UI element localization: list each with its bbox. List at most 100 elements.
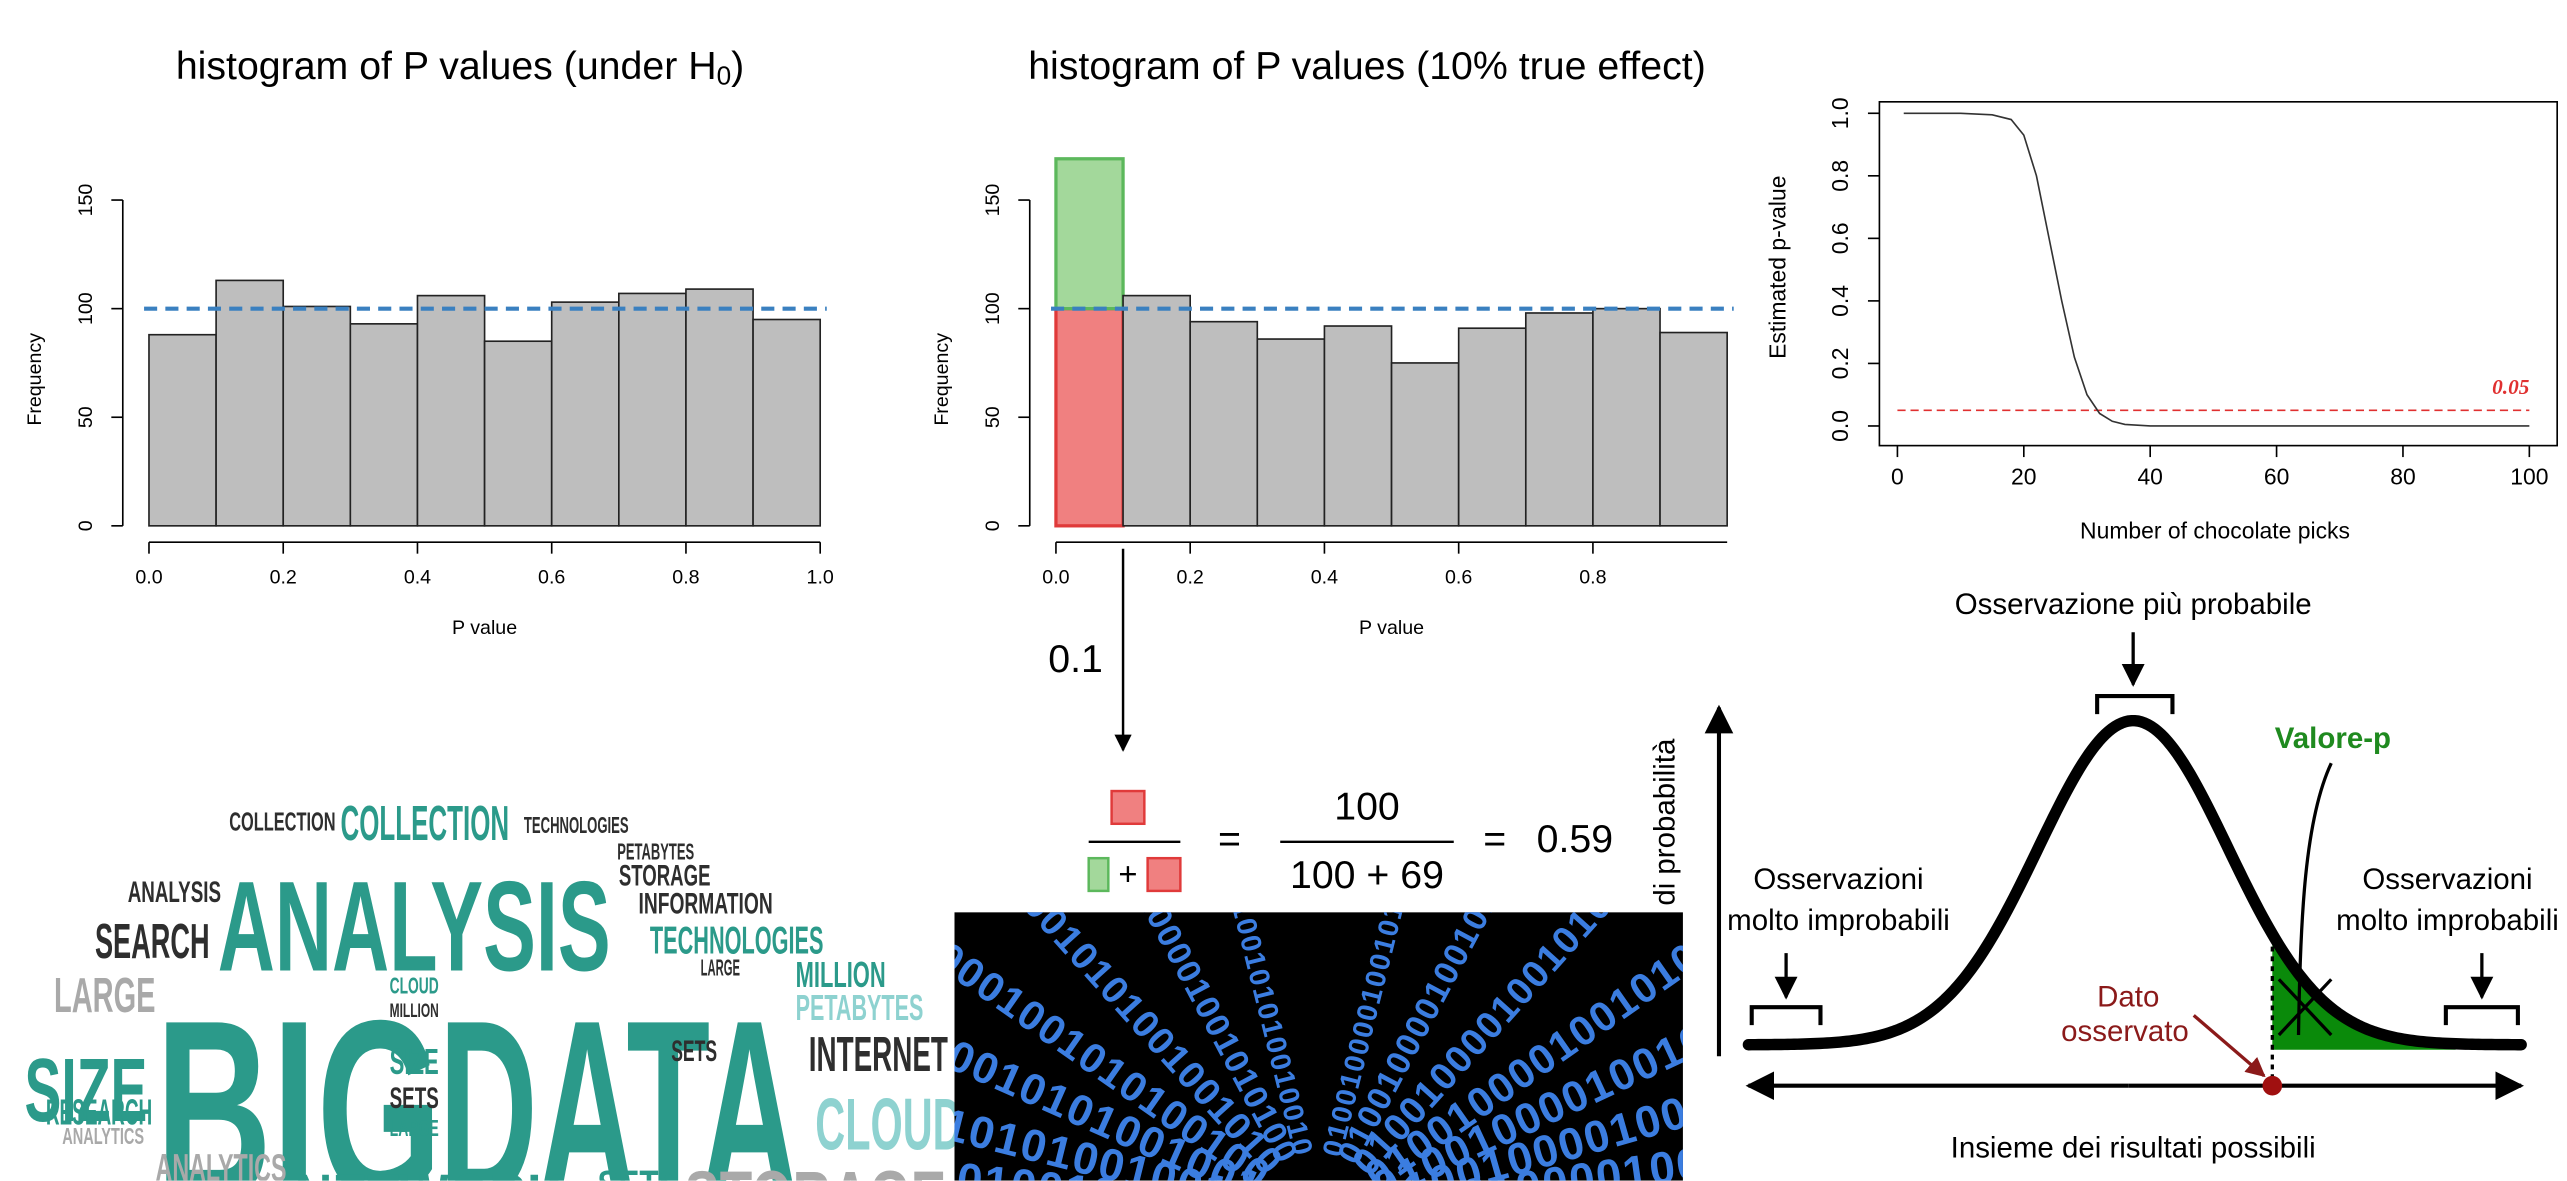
p-value-label: Valore-p	[2275, 722, 2391, 755]
denominator: 100 + 69	[1290, 853, 1444, 897]
y-tick-label: 50	[982, 406, 1004, 428]
bar	[1122, 294, 1192, 527]
y-tick-label: 1.0	[1827, 97, 1853, 129]
x-tick-label: 0.2	[1177, 566, 1204, 588]
reference-label: 0.05	[2492, 375, 2530, 399]
x-tick-label: 100	[2510, 463, 2548, 489]
left-label: Osservazioni	[1753, 863, 1923, 896]
word: CLOUD	[390, 973, 439, 999]
x-tick-label: 0.2	[270, 566, 297, 588]
word: SETS	[598, 1163, 680, 1181]
bar	[618, 292, 687, 527]
observed-label: osservato	[2061, 1015, 2189, 1048]
y-tick-label: 100	[75, 292, 97, 325]
word: PETABYTES	[617, 838, 694, 864]
y-tick-label: 0	[75, 520, 97, 531]
bar	[685, 288, 754, 527]
y-tick-label: 50	[75, 406, 97, 428]
word: MILLION	[796, 954, 886, 995]
y-tick-label: 0.2	[1827, 348, 1853, 380]
x-tick-label: 20	[2011, 463, 2036, 489]
y-tick-label: 0.8	[1827, 160, 1853, 192]
title-subscript: 0	[717, 60, 732, 90]
bar	[1189, 320, 1259, 527]
bar	[1592, 307, 1661, 527]
arrow	[2277, 978, 2333, 1037]
top-label: Osservazione più probabile	[1955, 588, 2312, 621]
word-cloud: BIGDATAANALYSISCOLLECTIONCOLLECTIONSEARC…	[25, 797, 955, 1181]
y-tick-label: 150	[982, 184, 1004, 217]
word: TECHNOLOGIES	[524, 812, 629, 838]
bar	[416, 294, 486, 527]
bar	[483, 340, 553, 527]
y-tick-label: 0.4	[1827, 285, 1853, 317]
bar	[1256, 338, 1326, 527]
observed-point	[2262, 1075, 2283, 1096]
y-axis-label: di probabilità	[1648, 738, 1681, 906]
word: COLLECTION	[229, 807, 335, 837]
x-tick-label: 0.4	[1311, 566, 1338, 588]
arrow	[2296, 762, 2333, 1036]
word: LARGE	[390, 1115, 439, 1141]
bar	[1457, 327, 1527, 527]
red-box	[1110, 789, 1146, 826]
numerator: 100	[1334, 784, 1400, 828]
word: STORAGE	[684, 1155, 946, 1181]
word: BIG	[156, 967, 442, 1181]
x-tick-label: 60	[2264, 463, 2289, 489]
title-text: )	[731, 44, 744, 88]
observed-arrow	[2192, 1014, 2266, 1078]
y-tick-label: 0.6	[1827, 222, 1853, 254]
word: COLLECTION	[341, 797, 510, 851]
x-tick-label: 0.6	[1445, 566, 1472, 588]
line	[1903, 112, 2530, 427]
chart-title: histogram of P values (under H0)	[176, 44, 744, 90]
word: SIZE	[390, 1041, 439, 1082]
x-axis-label: P value	[1359, 617, 1424, 639]
x-tick-label: 0.0	[135, 566, 162, 588]
x-axis-label: Number of chocolate picks	[2080, 517, 2350, 543]
x-tick-label: 1.0	[807, 566, 834, 588]
x-axis-label: Insieme dei risultati possibili	[1951, 1131, 2316, 1164]
title-text: histogram of P values (10% true effect)	[1028, 44, 1706, 88]
word: RESEARCH	[46, 1092, 152, 1133]
chart-title: histogram of P values (10% true effect)	[1028, 44, 1706, 88]
true-effect-bar	[1054, 157, 1125, 311]
equals: =	[1218, 817, 1241, 861]
bar	[1659, 331, 1728, 527]
word: ANALYTICS	[62, 1123, 144, 1149]
red-box	[1146, 856, 1182, 893]
title-text: histogram of P values (under H	[176, 44, 717, 88]
observed-label: Dato	[2097, 981, 2159, 1014]
result: 0.59	[1537, 817, 1613, 861]
right-label: molto improbabili	[2336, 904, 2559, 937]
x-axis-label: P value	[452, 617, 517, 639]
word: SIZE	[25, 1040, 148, 1141]
y-axis-label: Estimated p-value	[1765, 175, 1791, 358]
background	[954, 912, 1683, 1181]
binary-image: 0100100001001010100100010010000100101010…	[954, 912, 1683, 1181]
bar	[550, 301, 620, 527]
bar	[282, 305, 352, 527]
word: MILLION	[390, 1000, 439, 1022]
word: SEARCH	[95, 915, 210, 969]
green-box	[1087, 856, 1110, 893]
y-tick-label: 0.0	[1827, 410, 1853, 442]
bar	[1524, 312, 1594, 527]
word: ANALYSIS	[218, 855, 611, 998]
word: NETWORK	[295, 1160, 565, 1181]
annotation: 0.1	[1048, 637, 1103, 681]
y-tick-label: 0	[982, 520, 1004, 531]
bar	[215, 279, 285, 527]
bar	[1323, 325, 1393, 527]
word: ANALYSIS	[128, 876, 221, 909]
bracket	[2443, 1005, 2520, 1026]
bar	[1390, 362, 1460, 527]
word: SETS	[671, 1035, 717, 1068]
x-tick-label: 0.8	[672, 566, 699, 588]
x-tick-label: 0.6	[538, 566, 565, 588]
x-tick-label: 0.0	[1042, 566, 1069, 588]
y-tick-label: 100	[982, 292, 1004, 325]
